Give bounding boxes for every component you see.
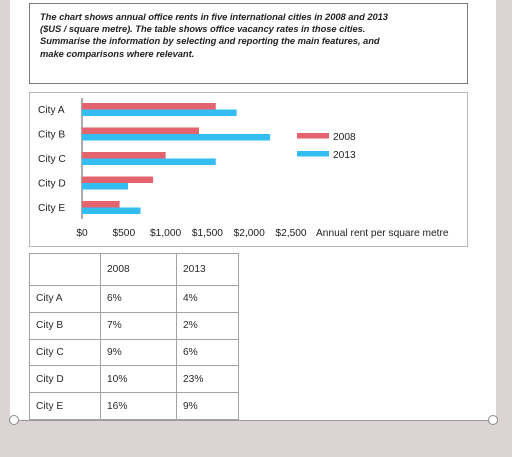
bar-2008-city-a [82, 103, 216, 110]
cell-2013: 6% [176, 338, 239, 367]
table-row: City C 9% 6% [29, 338, 239, 367]
x-tick-label: $1,000 [150, 228, 181, 239]
cell-2013: 2% [176, 311, 239, 340]
table-row: City D 10% 23% [29, 365, 239, 394]
bar-2008-city-d [82, 176, 154, 183]
legend-swatch-2013 [297, 151, 329, 157]
row-label: City D [29, 365, 101, 394]
cell-2008: 16% [100, 392, 177, 420]
x-tick-label: $500 [112, 228, 135, 239]
header-cell-2008: 2008 [100, 253, 177, 286]
resize-handle-left[interactable] [9, 415, 19, 425]
cell-2008: 7% [100, 311, 177, 340]
cell-2008: 10% [100, 365, 177, 394]
bar-2013-city-e [82, 207, 141, 214]
cell-2008: 9% [100, 338, 177, 367]
table-header-row: 2008 2013 [29, 253, 239, 286]
row-label: City E [29, 392, 101, 420]
x-tick-label: $2,000 [234, 228, 265, 239]
bar-2013-city-a [82, 109, 237, 116]
row-label: City A [29, 285, 101, 313]
x-axis-title: Annual rent per square metre [316, 228, 449, 239]
cell-2013: 9% [176, 392, 239, 420]
bar-2013-city-b [82, 134, 271, 141]
category-label: City C [38, 154, 66, 165]
resize-handle-right[interactable] [488, 415, 498, 425]
task-line-4: make comparisons where relevant. [40, 47, 195, 59]
cell-2008: 6% [100, 285, 177, 313]
x-tick-label: $0 [76, 228, 88, 239]
vacancy-table: 2008 2013 City A 6% 4% City B 7% 2% City… [29, 253, 239, 420]
bar-2008-city-e [82, 201, 120, 208]
task-line-1: The chart shows annual office rents in f… [40, 11, 388, 22]
row-label: City C [29, 338, 101, 367]
header-cell-empty [29, 253, 101, 286]
category-label: City A [38, 105, 65, 116]
table-row: City A 6% 4% [29, 285, 239, 313]
bar-2008-city-c [82, 152, 166, 159]
bar-2013-city-c [82, 158, 216, 165]
selection-bottom-edge [14, 420, 494, 421]
bar-2013-city-d [82, 183, 128, 190]
header-cell-2013: 2013 [176, 253, 239, 286]
task-prompt-box: The chart shows annual office rents in f… [29, 3, 468, 84]
table-row: City B 7% 2% [29, 311, 239, 340]
row-label: City B [29, 311, 101, 340]
task-line-2: ($US / square metre). The table shows of… [40, 23, 366, 35]
x-tick-label: $2,500 [275, 228, 306, 239]
legend-label: 2013 [333, 150, 356, 161]
category-label: City D [38, 179, 66, 190]
table-row: City E 16% 9% [29, 392, 239, 420]
chart-frame: City A City B City C City D City E $0 $500 $1,0… [29, 92, 468, 247]
cell-2013: 4% [176, 285, 239, 313]
category-label: City B [38, 130, 65, 141]
x-tick-label: $1,500 [192, 228, 223, 239]
cell-2013: 23% [176, 365, 239, 394]
task-line-3: Summarise the information by selecting a… [40, 35, 380, 47]
rent-bar-chart: City A City B City C City D City E $0 $500 $1,0… [38, 98, 449, 239]
legend-label: 2008 [333, 132, 356, 143]
bar-2008-city-b [82, 127, 200, 134]
legend-swatch-2008 [297, 133, 329, 139]
category-label: City E [38, 203, 65, 214]
